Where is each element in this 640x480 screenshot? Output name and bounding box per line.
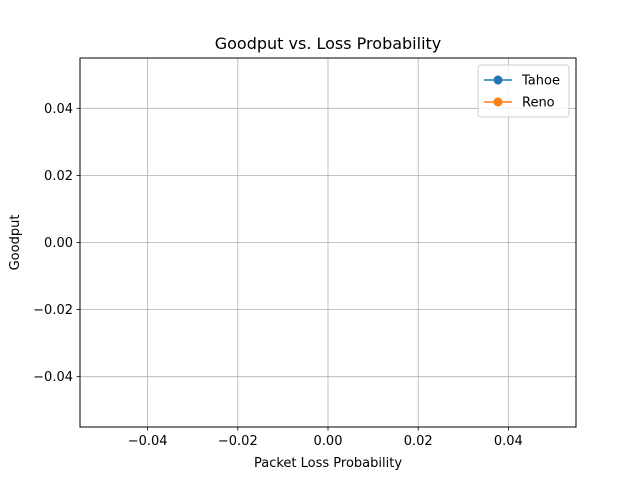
legend-label: Tahoe <box>521 74 560 89</box>
chart-title: Goodput vs. Loss Probability <box>215 34 442 53</box>
y-tick-label: 0.02 <box>44 169 73 184</box>
y-tick-label: −0.04 <box>33 370 73 385</box>
x-tick-label: 0.02 <box>404 434 433 449</box>
legend-label: Reno <box>522 96 555 111</box>
x-tick-label: 0.04 <box>494 434 523 449</box>
x-tick-label: −0.04 <box>128 434 168 449</box>
legend-marker <box>493 75 503 85</box>
x-tick-label: −0.02 <box>218 434 258 449</box>
y-tick-label: −0.02 <box>33 303 73 318</box>
legend-marker <box>493 97 503 107</box>
y-tick-label: 0.00 <box>44 236 73 251</box>
x-axis-label: Packet Loss Probability <box>254 456 402 471</box>
x-tick-label: 0.00 <box>314 434 343 449</box>
tick-layer: −0.04 −0.02 0.00 0.02 0.04 −0.04 −0.02 0.00 0.02… <box>33 102 523 449</box>
legend: Tahoe Reno <box>477 64 570 118</box>
y-tick-label: 0.04 <box>44 102 73 117</box>
y-axis-label: Goodput <box>8 215 23 271</box>
